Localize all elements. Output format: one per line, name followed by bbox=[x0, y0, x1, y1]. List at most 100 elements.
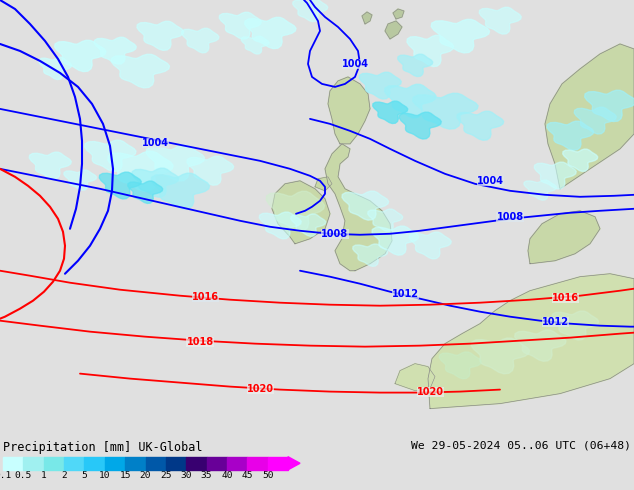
Text: 1020: 1020 bbox=[417, 387, 444, 396]
Text: 0.1: 0.1 bbox=[0, 471, 11, 480]
Polygon shape bbox=[245, 17, 296, 49]
Text: 1004: 1004 bbox=[342, 59, 368, 69]
Text: 20: 20 bbox=[139, 471, 152, 480]
Text: 1008: 1008 bbox=[496, 212, 524, 222]
Bar bbox=[125, 457, 145, 470]
Text: 0.5: 0.5 bbox=[15, 471, 32, 480]
Polygon shape bbox=[94, 37, 136, 64]
Text: 30: 30 bbox=[181, 471, 192, 480]
Bar bbox=[186, 457, 207, 470]
Polygon shape bbox=[187, 156, 233, 185]
Polygon shape bbox=[563, 149, 598, 172]
Text: 1012: 1012 bbox=[541, 317, 569, 327]
Polygon shape bbox=[524, 180, 557, 200]
Text: 1016: 1016 bbox=[552, 293, 578, 303]
Polygon shape bbox=[515, 330, 566, 361]
Polygon shape bbox=[585, 90, 634, 122]
Text: 1004: 1004 bbox=[477, 176, 503, 186]
Polygon shape bbox=[108, 151, 173, 192]
Polygon shape bbox=[64, 170, 96, 190]
Bar bbox=[44, 457, 64, 470]
Polygon shape bbox=[137, 21, 184, 50]
Polygon shape bbox=[291, 214, 326, 236]
Polygon shape bbox=[325, 144, 392, 270]
Polygon shape bbox=[127, 181, 163, 203]
Polygon shape bbox=[393, 9, 404, 19]
Polygon shape bbox=[428, 274, 634, 409]
Bar bbox=[166, 457, 186, 470]
Text: 1018: 1018 bbox=[186, 337, 214, 346]
Text: 25: 25 bbox=[160, 471, 172, 480]
Polygon shape bbox=[439, 352, 481, 379]
Polygon shape bbox=[479, 7, 521, 34]
Bar bbox=[145, 457, 166, 470]
Polygon shape bbox=[410, 232, 451, 259]
Bar bbox=[84, 457, 105, 470]
Polygon shape bbox=[288, 457, 300, 470]
Polygon shape bbox=[545, 44, 634, 189]
Polygon shape bbox=[457, 111, 503, 140]
Polygon shape bbox=[100, 172, 141, 199]
Polygon shape bbox=[359, 72, 401, 99]
Polygon shape bbox=[272, 181, 330, 244]
Text: 1020: 1020 bbox=[247, 384, 273, 393]
Polygon shape bbox=[395, 364, 435, 391]
Polygon shape bbox=[372, 226, 418, 255]
Polygon shape bbox=[547, 121, 593, 150]
Text: 50: 50 bbox=[262, 471, 273, 480]
Polygon shape bbox=[328, 77, 370, 144]
Polygon shape bbox=[373, 101, 408, 123]
Polygon shape bbox=[471, 338, 529, 374]
Polygon shape bbox=[293, 0, 328, 22]
Text: 10: 10 bbox=[99, 471, 110, 480]
Polygon shape bbox=[362, 12, 372, 24]
Text: 1012: 1012 bbox=[392, 289, 418, 299]
Bar bbox=[207, 457, 227, 470]
Text: 5: 5 bbox=[82, 471, 87, 480]
Bar bbox=[227, 457, 247, 470]
Text: 45: 45 bbox=[242, 471, 253, 480]
Text: We 29-05-2024 05..06 UTC (06+48): We 29-05-2024 05..06 UTC (06+48) bbox=[411, 441, 631, 451]
Polygon shape bbox=[574, 107, 616, 134]
Polygon shape bbox=[39, 57, 72, 79]
Text: 1008: 1008 bbox=[321, 229, 349, 239]
Polygon shape bbox=[528, 211, 600, 264]
Polygon shape bbox=[368, 209, 403, 231]
Polygon shape bbox=[111, 54, 169, 88]
Polygon shape bbox=[407, 35, 454, 67]
Polygon shape bbox=[385, 84, 436, 118]
Polygon shape bbox=[219, 12, 261, 39]
Polygon shape bbox=[259, 212, 301, 239]
Bar bbox=[23, 457, 44, 470]
Text: 35: 35 bbox=[201, 471, 212, 480]
Polygon shape bbox=[85, 140, 136, 172]
Bar bbox=[247, 457, 268, 470]
Text: 40: 40 bbox=[221, 471, 233, 480]
Polygon shape bbox=[29, 152, 71, 179]
Polygon shape bbox=[552, 311, 598, 340]
Polygon shape bbox=[398, 54, 433, 76]
Polygon shape bbox=[315, 177, 332, 191]
Polygon shape bbox=[342, 191, 389, 220]
Polygon shape bbox=[399, 112, 441, 139]
Text: Precipitation [mm] UK-Global: Precipitation [mm] UK-Global bbox=[3, 441, 202, 454]
Bar bbox=[3, 457, 23, 470]
Polygon shape bbox=[353, 244, 388, 267]
Polygon shape bbox=[413, 93, 478, 129]
Text: 1004: 1004 bbox=[141, 138, 169, 148]
Polygon shape bbox=[55, 40, 106, 72]
Polygon shape bbox=[152, 173, 209, 209]
Polygon shape bbox=[241, 36, 269, 54]
Polygon shape bbox=[181, 28, 219, 53]
Polygon shape bbox=[266, 191, 325, 231]
Bar bbox=[268, 457, 288, 470]
Polygon shape bbox=[146, 145, 205, 181]
Bar bbox=[105, 457, 125, 470]
Polygon shape bbox=[534, 162, 576, 189]
Polygon shape bbox=[385, 21, 402, 39]
Text: 15: 15 bbox=[119, 471, 131, 480]
Polygon shape bbox=[431, 19, 489, 53]
Text: 1016: 1016 bbox=[191, 292, 219, 302]
Text: 2: 2 bbox=[61, 471, 67, 480]
Polygon shape bbox=[132, 168, 179, 197]
